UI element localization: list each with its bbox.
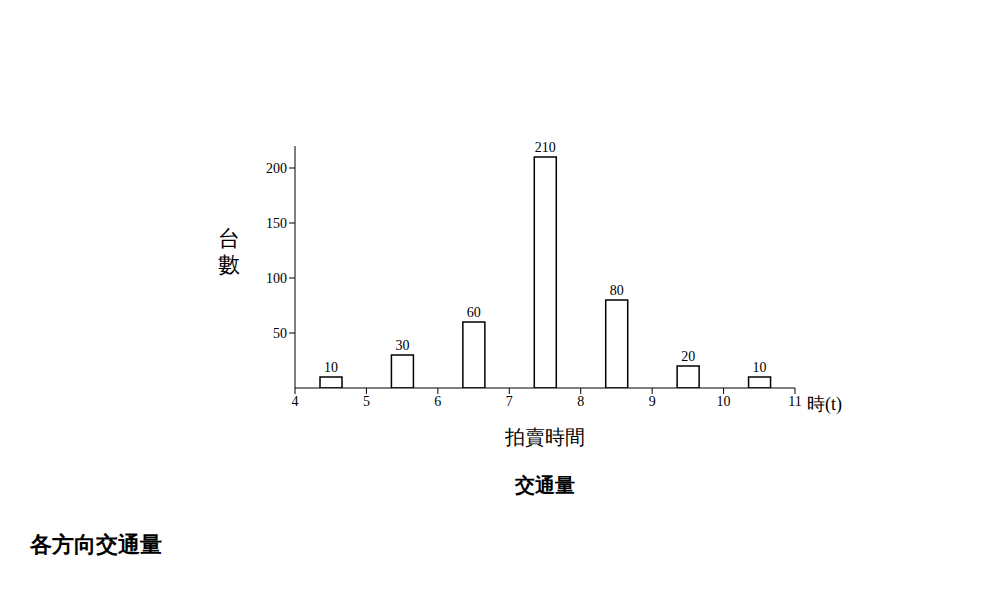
svg-text:30: 30 (395, 338, 409, 353)
html-text:數: 數 (218, 252, 240, 277)
svg-text:5: 5 (363, 394, 370, 409)
svg-text:9: 9 (649, 394, 656, 409)
html-text:台: 台 (218, 226, 240, 251)
svg-text:150: 150 (266, 216, 287, 231)
svg-text:11: 11 (788, 394, 801, 409)
svg-text:拍賣時間: 拍賣時間 (504, 426, 585, 448)
svg-text:80: 80 (610, 283, 624, 298)
svg-text:100: 100 (266, 271, 287, 286)
svg-text:20: 20 (681, 349, 695, 364)
html-text:時(t): 時(t) (807, 394, 842, 414)
svg-text:4: 4 (292, 394, 299, 409)
svg-text:50: 50 (273, 326, 287, 341)
svg-text:6: 6 (434, 394, 441, 409)
html-text:各方向交通量: 各方向交通量 (30, 532, 162, 557)
svg-text:200: 200 (266, 161, 287, 176)
svg-text:10: 10 (717, 394, 731, 409)
svg-text:210: 210 (535, 140, 556, 155)
svg-text:10: 10 (324, 360, 338, 375)
svg-text:8: 8 (577, 394, 584, 409)
svg-text:60: 60 (467, 305, 481, 320)
svg-text:10: 10 (753, 360, 767, 375)
svg-text:7: 7 (506, 394, 513, 409)
html-text:交通量: 交通量 (515, 474, 575, 496)
